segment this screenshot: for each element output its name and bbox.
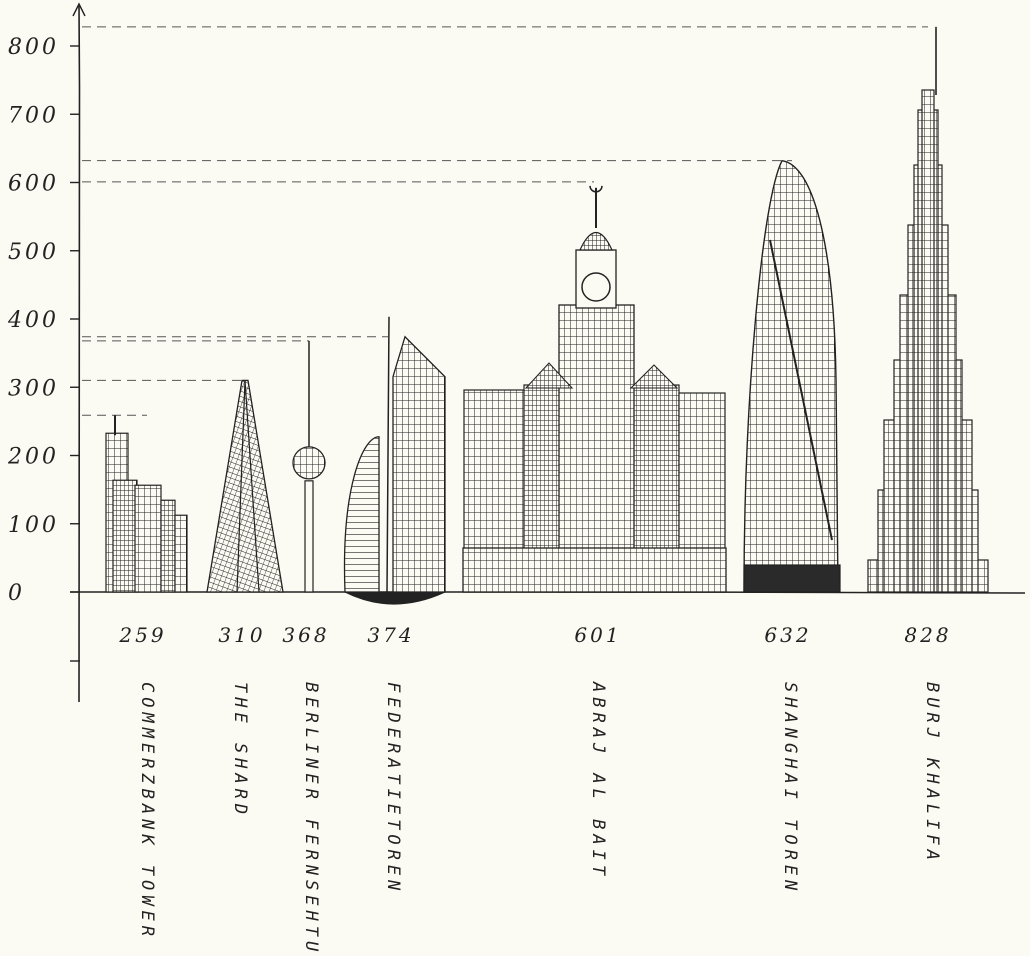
y-tick-label: 100: [8, 513, 59, 538]
clock-face: [581, 272, 611, 302]
tier: [921, 89, 935, 593]
building-part: [160, 499, 176, 593]
y-tick-label: 700: [8, 103, 59, 128]
tower-sphere: [292, 446, 326, 480]
building-mark: [206, 379, 284, 593]
value-label: 828: [904, 623, 951, 647]
crescent: [589, 185, 603, 193]
tower-part: [392, 335, 446, 593]
value-label: 374: [367, 623, 414, 647]
category-label: FEDERATIETOREN: [383, 682, 403, 895]
y-tick-label: 800: [8, 35, 59, 60]
spire: [386, 316, 390, 593]
axes: 800 700 600 500 400 300 200 100 0: [7, 2, 1026, 703]
value-label: 632: [764, 623, 811, 647]
value-label: 368: [282, 623, 329, 647]
category-label: COMMERZBANK TOWER: [137, 682, 157, 941]
category-label: ABRAJ AL BAIT: [588, 681, 608, 880]
category-label: SHANGHAI TOREN: [780, 682, 800, 895]
roof: [629, 364, 679, 389]
shard-body: [206, 379, 284, 593]
y-tick-label: 600: [8, 172, 59, 197]
y-axis-line: [77, 5, 81, 703]
podium: [462, 547, 727, 593]
tower-body: [743, 159, 839, 593]
building-part: [174, 514, 188, 593]
spiral-edge: [769, 239, 833, 541]
value-label: 259: [118, 623, 166, 647]
building-part: [134, 484, 162, 593]
building-mark: [292, 340, 326, 593]
building-mark: [867, 26, 989, 593]
building-marks: [105, 26, 989, 605]
building-part: [112, 479, 138, 593]
reference-dashed-lines: [82, 26, 928, 416]
category-label: BURJ KHALIFA: [922, 682, 942, 865]
building-mark: [462, 185, 727, 593]
value-label: 601: [574, 623, 621, 647]
building-mark: [105, 415, 188, 593]
category-label: THE SHARD: [230, 682, 250, 819]
tower-base: [344, 591, 446, 605]
y-tick-label: 0: [8, 581, 25, 606]
tower-base: [743, 564, 841, 593]
tower-shaft: [304, 480, 314, 593]
tower-part: [343, 436, 380, 593]
building-mark: [743, 159, 841, 593]
building-mark: [343, 316, 446, 605]
shard-facet: [236, 380, 246, 593]
y-tick-label: 300: [8, 376, 59, 401]
y-axis-arrow: [72, 2, 86, 17]
y-tick-label: 400: [7, 308, 59, 333]
labels: 259 310 368 374 601 632 828 COMMERZBANK TOWER TH…: [118, 623, 951, 956]
y-tick-label: 500: [8, 240, 59, 265]
y-tick-label: 200: [7, 445, 59, 470]
crown: [579, 231, 613, 251]
value-label: 310: [218, 623, 265, 647]
roof: [524, 362, 574, 389]
shard-facet: [244, 380, 260, 593]
category-label: BERLINER FERNSEHTURM: [301, 682, 321, 956]
